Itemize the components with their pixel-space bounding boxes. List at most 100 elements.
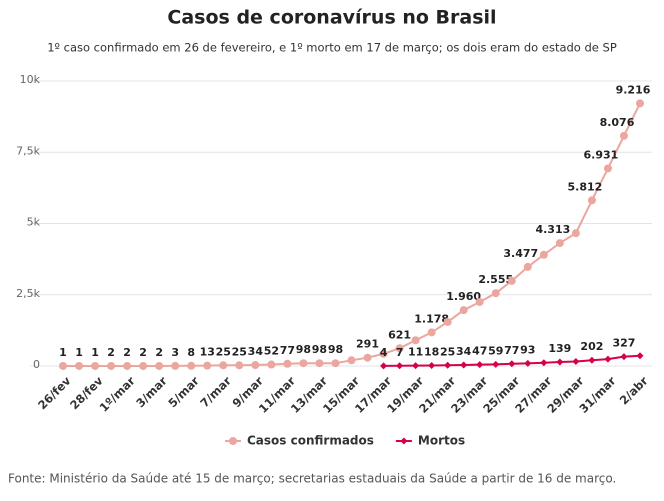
point (572, 357, 580, 365)
data-label: 2 (139, 346, 147, 359)
data-label: 4 (380, 346, 388, 359)
data-label: 2 (123, 346, 131, 359)
data-label: 2.555 (478, 273, 513, 286)
data-label: 291 (356, 338, 379, 351)
point (588, 356, 596, 364)
data-label: 1.178 (414, 312, 449, 325)
point (299, 359, 308, 368)
x-tick-label: 31/mar (576, 373, 618, 415)
point (91, 361, 100, 370)
legend-marker (400, 437, 408, 445)
data-label: 1 (75, 346, 83, 359)
point (443, 317, 452, 326)
data-label: 98 (296, 343, 311, 356)
data-label: 139 (548, 342, 571, 355)
point (491, 289, 500, 298)
point (107, 361, 116, 370)
point (604, 355, 612, 363)
source: Fonte: Ministério da Saúde até 15 de mar… (8, 472, 616, 486)
point (460, 361, 468, 369)
point (428, 361, 436, 369)
point (492, 360, 500, 368)
point (380, 362, 388, 370)
data-label: 327 (612, 337, 635, 350)
legend-label: Casos confirmados (247, 434, 374, 448)
point (203, 361, 212, 370)
point (619, 131, 628, 140)
point (459, 306, 468, 315)
data-label: 52 (264, 345, 279, 358)
point (219, 361, 228, 370)
point (267, 360, 276, 369)
point (59, 361, 67, 370)
point (283, 359, 292, 368)
data-label: 1.960 (446, 290, 481, 303)
point (75, 361, 84, 370)
data-label: 5.812 (568, 180, 603, 193)
data-label: 1 (91, 346, 99, 359)
point (555, 239, 564, 248)
data-label: 202 (580, 340, 603, 353)
y-tick-label: 2,5k (16, 287, 40, 300)
data-label: 25 (232, 345, 247, 358)
data-label: 77 (280, 344, 295, 357)
y-tick-label: 7,5k (16, 144, 40, 157)
data-label: 8 (187, 346, 195, 359)
point (251, 361, 260, 370)
point (476, 361, 484, 369)
point (171, 361, 180, 370)
data-label: 1 (59, 346, 67, 359)
data-label: 6.931 (584, 148, 619, 161)
data-label: 34 (248, 345, 264, 358)
x-tick-label: 26/fev (35, 373, 74, 412)
point (396, 362, 404, 370)
point (347, 356, 356, 365)
data-label: 98 (312, 343, 327, 356)
data-label: 3 (171, 346, 179, 359)
data-label: 11 (408, 346, 423, 359)
data-label: 8.076 (600, 116, 635, 129)
legend-label: Mortos (418, 434, 465, 448)
point (235, 361, 244, 370)
point (187, 361, 196, 370)
point (315, 359, 324, 368)
point (155, 361, 164, 370)
y-tick-label: 0 (33, 358, 40, 371)
point (411, 336, 420, 345)
point (620, 353, 628, 361)
point (636, 352, 644, 360)
point (523, 262, 532, 271)
data-label: 93 (520, 343, 535, 356)
data-label: 77 (504, 344, 519, 357)
data-label: 2 (155, 346, 163, 359)
y-tick-label: 10k (20, 73, 41, 86)
data-label: 621 (388, 328, 411, 341)
point (427, 328, 436, 337)
data-label: 47 (472, 345, 487, 358)
y-tick-label: 5k (27, 216, 41, 229)
point (363, 353, 372, 362)
point (540, 359, 548, 367)
point (444, 361, 452, 369)
point (556, 358, 564, 366)
point (587, 196, 596, 205)
data-label: 18 (424, 345, 439, 358)
point (123, 361, 132, 370)
data-label: 4.313 (535, 223, 570, 236)
chart-title: Casos de coronavírus no Brasil (167, 7, 496, 29)
data-label: 3.477 (503, 247, 538, 260)
point (524, 359, 532, 367)
data-label: 25 (440, 345, 455, 358)
point (139, 361, 148, 370)
legend-marker (229, 437, 237, 445)
point (475, 297, 484, 306)
data-label: 98 (328, 343, 343, 356)
point (636, 99, 644, 108)
point (379, 349, 388, 358)
point (412, 362, 420, 370)
data-label: 2 (107, 346, 115, 359)
x-tick-label: 1º/mar (97, 373, 138, 414)
point (539, 250, 548, 259)
point (507, 276, 516, 285)
